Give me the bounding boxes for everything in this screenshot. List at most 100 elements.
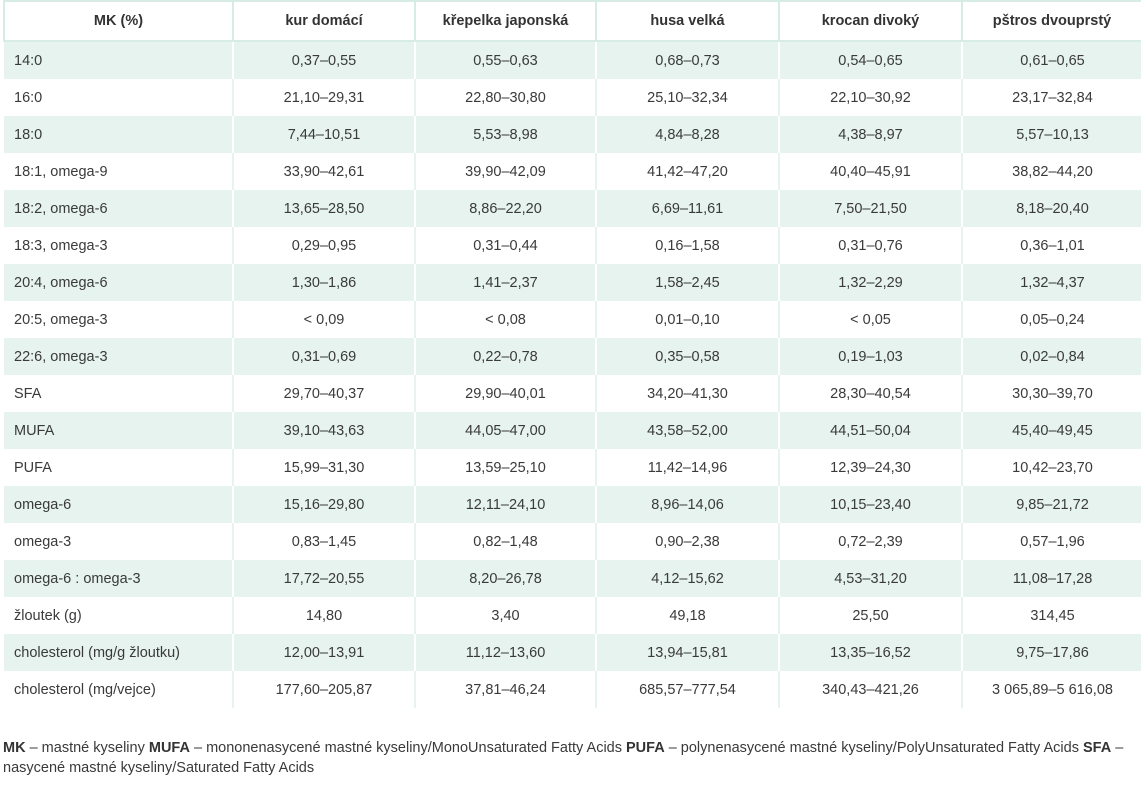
value-cell: 1,30–1,86 [232, 264, 415, 301]
value-cell: 1,32–4,37 [961, 264, 1141, 301]
table-row: 16:0 21,10–29,31 22,80–30,80 25,10–32,34 22,… [4, 79, 1141, 116]
value-cell: 7,50–21,50 [778, 190, 962, 227]
value-cell: 0,16–1,58 [595, 227, 779, 264]
value-cell: 0,35–0,58 [595, 338, 779, 375]
row-label-cell: SFA [4, 375, 233, 412]
value-cell: 0,68–0,73 [595, 41, 779, 79]
value-cell: 29,90–40,01 [414, 375, 596, 412]
value-cell: 13,35–16,52 [778, 634, 962, 671]
value-cell: 0,29–0,95 [232, 227, 415, 264]
value-cell: 0,90–2,38 [595, 523, 779, 560]
value-cell: 33,90–42,61 [232, 153, 415, 190]
table-row: 22:6, omega-3 0,31–0,69 0,22–0,78 0,35–0,58… [4, 338, 1141, 375]
row-label-cell: MUFA [4, 412, 233, 449]
value-cell: 685,57–777,54 [595, 671, 779, 708]
row-label-cell: omega-6 : omega-3 [4, 560, 233, 597]
value-cell: 1,32–2,29 [778, 264, 962, 301]
row-label-cell: omega-3 [4, 523, 233, 560]
value-cell: 0,22–0,78 [414, 338, 596, 375]
value-cell: 0,02–0,84 [961, 338, 1141, 375]
value-cell: < 0,09 [232, 301, 415, 338]
value-cell: 30,30–39,70 [961, 375, 1141, 412]
table-row: 18:0 7,44–10,51 5,53–8,98 4,84–8,28 4,38–8,9… [4, 116, 1141, 153]
value-cell: 0,83–1,45 [232, 523, 415, 560]
value-cell: 15,16–29,80 [232, 486, 415, 523]
footnote-definition: – nasycené mastné kyseliny/Saturated Fat… [3, 740, 1124, 776]
column-header: krocan divoký [778, 0, 962, 42]
row-label-cell: PUFA [4, 449, 233, 486]
value-cell: 10,42–23,70 [961, 449, 1141, 486]
footnote-abbreviation: SFA [1083, 740, 1112, 756]
table-row: 14:0 0,37–0,55 0,55–0,63 0,68–0,73 0,54–0,65… [4, 41, 1141, 79]
value-cell: 8,18–20,40 [961, 190, 1141, 227]
footnote-definition: – polynenasycené mastné kyseliny/PolyUns… [664, 740, 1083, 756]
table-row: cholesterol (mg/vejce) 177,60–205,87 37,81… [4, 671, 1141, 708]
value-cell: 13,59–25,10 [414, 449, 596, 486]
value-cell: 12,11–24,10 [414, 486, 596, 523]
value-cell: 12,00–13,91 [232, 634, 415, 671]
value-cell: 25,10–32,34 [595, 79, 779, 116]
value-cell: 0,82–1,48 [414, 523, 596, 560]
row-label-cell: žloutek (g) [4, 597, 233, 634]
column-header: kur domácí [232, 0, 415, 42]
value-cell: 25,50 [778, 597, 962, 634]
table-footnote: MK – mastné kyseliny MUFA – mononenasyce… [3, 738, 1133, 778]
value-cell: 4,53–31,20 [778, 560, 962, 597]
row-label-cell: 20:4, omega-6 [4, 264, 233, 301]
value-cell: 29,70–40,37 [232, 375, 415, 412]
table-body: 14:0 0,37–0,55 0,55–0,63 0,68–0,73 0,54–0,65… [4, 41, 1141, 708]
table-row: omega-3 0,83–1,45 0,82–1,48 0,90–2,38 0,72–2… [4, 523, 1141, 560]
table-row: 20:4, omega-6 1,30–1,86 1,41–2,37 1,58–2,45… [4, 264, 1141, 301]
value-cell: 8,86–22,20 [414, 190, 596, 227]
value-cell: 314,45 [961, 597, 1141, 634]
value-cell: 13,94–15,81 [595, 634, 779, 671]
value-cell: 34,20–41,30 [595, 375, 779, 412]
value-cell: 0,31–0,76 [778, 227, 962, 264]
value-cell: 3,40 [414, 597, 596, 634]
value-cell: < 0,05 [778, 301, 962, 338]
value-cell: 10,15–23,40 [778, 486, 962, 523]
table-row: MUFA 39,10–43,63 44,05–47,00 43,58–52,00 44,… [4, 412, 1141, 449]
value-cell: 0,54–0,65 [778, 41, 962, 79]
value-cell: 1,58–2,45 [595, 264, 779, 301]
value-cell: 21,10–29,31 [232, 79, 415, 116]
value-cell: 11,42–14,96 [595, 449, 779, 486]
value-cell: 0,61–0,65 [961, 41, 1141, 79]
value-cell: 7,44–10,51 [232, 116, 415, 153]
value-cell: 1,41–2,37 [414, 264, 596, 301]
value-cell: < 0,08 [414, 301, 596, 338]
value-cell: 22,80–30,80 [414, 79, 596, 116]
value-cell: 41,42–47,20 [595, 153, 779, 190]
value-cell: 0,31–0,44 [414, 227, 596, 264]
value-cell: 177,60–205,87 [232, 671, 415, 708]
table-row: 20:5, omega-3 < 0,09 < 0,08 0,01–0,10 < 0,05… [4, 301, 1141, 338]
value-cell: 12,39–24,30 [778, 449, 962, 486]
table-row: omega-6 15,16–29,80 12,11–24,10 8,96–14,06 1… [4, 486, 1141, 523]
value-cell: 5,57–10,13 [961, 116, 1141, 153]
value-cell: 340,43–421,26 [778, 671, 962, 708]
value-cell: 37,81–46,24 [414, 671, 596, 708]
table-row: SFA 29,70–40,37 29,90–40,01 34,20–41,30 28,3… [4, 375, 1141, 412]
footnote-abbreviation: PUFA [626, 740, 665, 756]
value-cell: 0,31–0,69 [232, 338, 415, 375]
fatty-acid-table: MK (%) kur domácí křepelka japonská husa… [3, 0, 1141, 708]
footnote-definition: – mononenasycené mastné kyseliny/MonoUns… [189, 740, 627, 756]
column-header: křepelka japonská [414, 0, 596, 42]
value-cell: 13,65–28,50 [232, 190, 415, 227]
table-header: MK (%) kur domácí křepelka japonská husa… [3, 0, 1141, 42]
table-row: 18:2, omega-6 13,65–28,50 8,86–22,20 6,69–1… [4, 190, 1141, 227]
value-cell: 44,51–50,04 [778, 412, 962, 449]
value-cell: 14,80 [232, 597, 415, 634]
value-cell: 5,53–8,98 [414, 116, 596, 153]
row-label-cell: 18:3, omega-3 [4, 227, 233, 264]
row-label-cell: 18:2, omega-6 [4, 190, 233, 227]
value-cell: 0,72–2,39 [778, 523, 962, 560]
value-cell: 11,12–13,60 [414, 634, 596, 671]
value-cell: 40,40–45,91 [778, 153, 962, 190]
value-cell: 4,38–8,97 [778, 116, 962, 153]
value-cell: 8,96–14,06 [595, 486, 779, 523]
value-cell: 22,10–30,92 [778, 79, 962, 116]
footnote-abbreviation: MK [3, 740, 26, 756]
row-label-cell: 18:0 [4, 116, 233, 153]
column-header: husa velká [595, 0, 779, 42]
